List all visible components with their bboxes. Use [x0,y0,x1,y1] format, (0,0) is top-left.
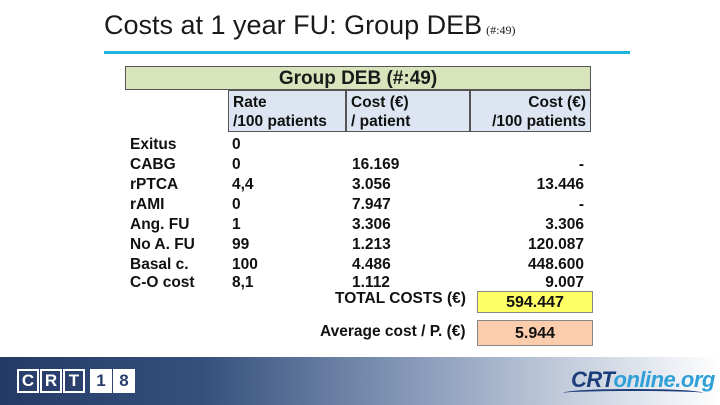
crtonline-wordmark-online: online.org [613,367,716,392]
row-cost-100: - [578,196,584,213]
header-cost-patient: Cost (€) / patient [346,90,470,132]
header-cost-patient-line2: / patient [351,113,411,130]
cost-table: Group DEB (#:49) Rate /100 patients Cost… [125,66,593,346]
row-label: No A. FU [130,236,195,253]
row-label: rPTCA [130,176,179,193]
crt-logo-letter: T [63,369,85,393]
row-cost-patient: 16.169 [352,156,400,173]
average-cost-value: 5.944 [477,320,593,346]
row-rate: 0 [232,196,241,213]
group-header: Group DEB (#:49) [125,66,591,90]
row-cost-patient: 1.112 [352,274,390,291]
row-cost-100: 9.007 [545,274,584,291]
row-rate: 99 [232,236,250,253]
header-rate: Rate /100 patients [228,90,346,132]
header-cost-100: Cost (€) /100 patients [470,90,591,132]
header-cost-100-line2: /100 patients [492,113,586,130]
row-cost-patient: 3.306 [352,216,391,233]
crt-logo-letter: R [40,369,62,393]
row-label: C-O cost [130,274,195,291]
slide-title: Costs at 1 year FU: Group DEB (#:49) [104,10,515,41]
row-label: CABG [130,156,176,173]
row-cost-patient: 4.486 [352,256,391,273]
row-rate: 100 [232,256,258,273]
row-cost-patient: 1.213 [352,236,391,253]
row-label: Exitus [130,136,177,153]
slide-subtitle: (#:49) [486,23,516,37]
row-label: rAMI [130,196,165,213]
total-costs-label: TOTAL COSTS (€) [335,290,466,307]
row-cost-100: 3.306 [545,216,584,233]
row-rate: 4,4 [232,176,254,193]
crt-logo-letter: C [17,369,39,393]
title-underline [104,51,630,54]
row-rate: 0 [232,136,241,153]
row-label: Ang. FU [130,216,190,233]
row-cost-100: 13.446 [536,176,584,193]
row-cost-patient: 7.947 [352,196,391,213]
row-label: Basal c. [130,256,189,273]
crt-logo-digit: 8 [113,369,135,393]
header-cost-patient-line1: Cost (€) [351,94,409,111]
header-cost-100-line1: Cost (€) [528,94,586,111]
crtonline-wordmark-crt: CRT [571,367,614,392]
crtonline-swoosh-icon [563,389,703,397]
crt18-logo: C R T 1 8 [17,368,136,394]
row-cost-100: - [578,156,584,173]
row-cost-100: 120.087 [527,236,584,253]
row-cost-100: 448.600 [527,256,584,273]
crtonline-wordmark: CRTonline.org [571,367,715,393]
header-rate-line1: Rate [233,94,267,111]
row-rate: 1 [232,216,241,233]
slide-title-text: Costs at 1 year FU: Group DEB [104,10,483,40]
row-rate: 0 [232,156,241,173]
crt-logo-digit: 1 [90,369,112,393]
header-rate-line2: /100 patients [233,113,327,130]
row-cost-patient: 3.056 [352,176,391,193]
average-cost-label: Average cost / P. (€) [320,323,466,340]
row-rate: 8,1 [232,274,254,291]
total-costs-value: 594.447 [477,291,593,313]
